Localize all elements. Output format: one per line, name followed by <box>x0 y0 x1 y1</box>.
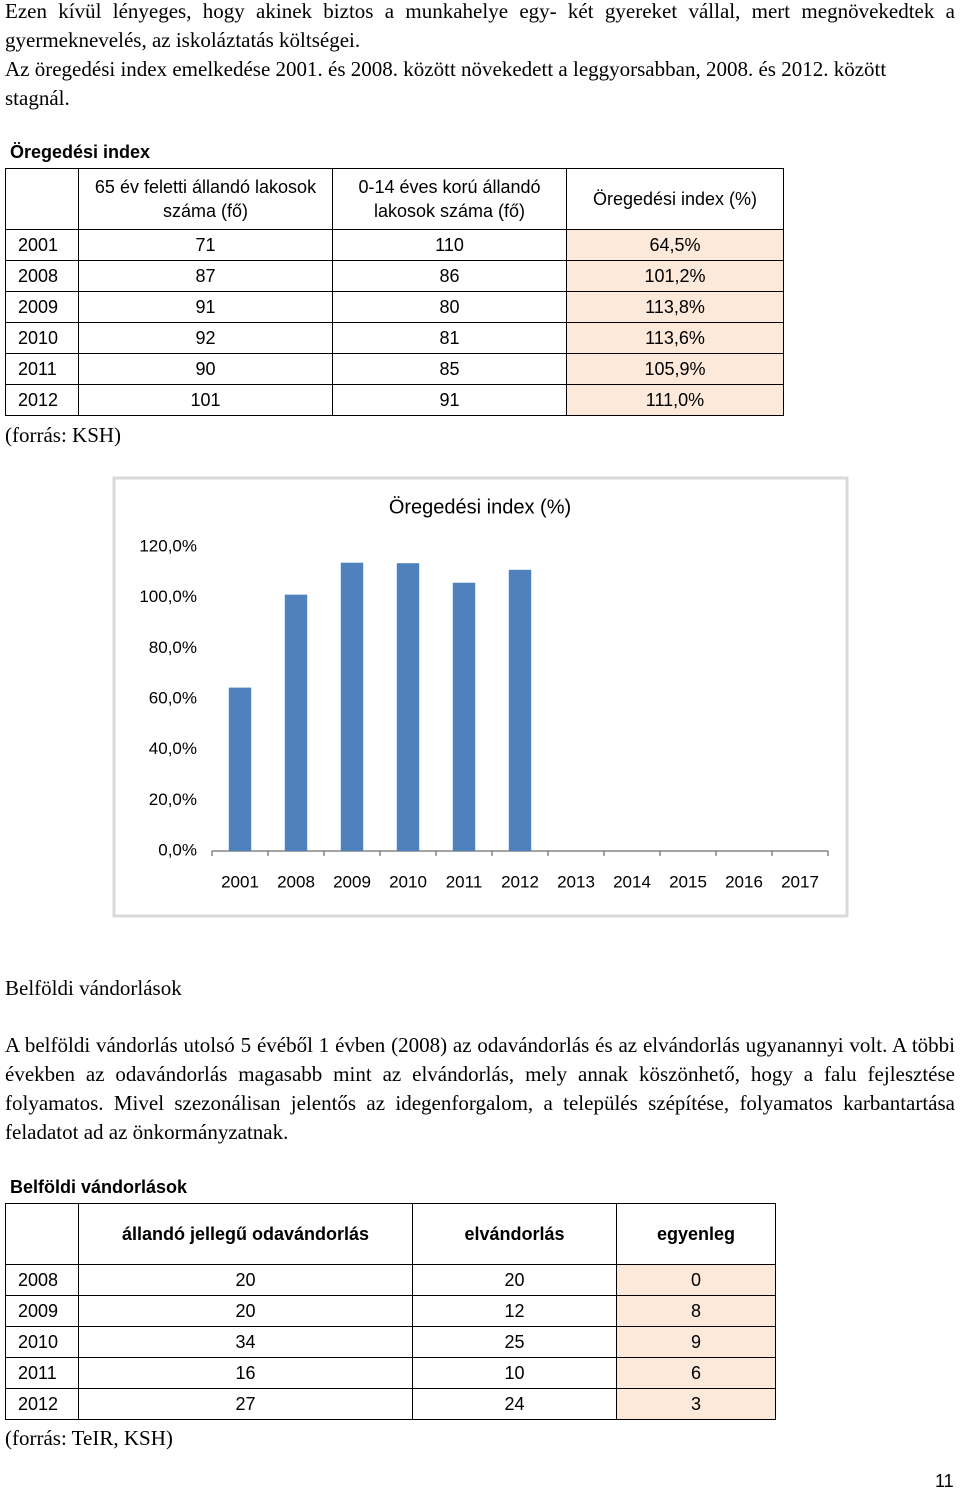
table-cell: 2008 <box>5 260 79 292</box>
y-tick-label: 40,0% <box>149 739 197 758</box>
page-number: 11 <box>935 1471 954 1491</box>
y-tick-label: 20,0% <box>149 790 197 809</box>
table-cell: 91 <box>78 291 333 323</box>
table-row: 2012 101 91 111,0% <box>5 384 784 416</box>
table-row: 2011 16 10 6 <box>5 1357 776 1389</box>
table-cell: 9 <box>616 1326 776 1358</box>
paragraph: Az öregedési index emelkedése 2001. és 2… <box>5 57 887 110</box>
x-tick-label: 2012 <box>501 872 539 891</box>
table-cell: elvándorlás <box>412 1203 617 1265</box>
source: (forrás: TeIR, KSH) <box>5 1426 173 1450</box>
x-tick-label: 2009 <box>333 872 371 891</box>
y-tick-label: 80,0% <box>149 638 197 657</box>
table-cell: 12 <box>412 1295 617 1327</box>
bar <box>340 562 364 851</box>
table-cell: 0-14 éves korú állandó lakosok száma (fő… <box>332 168 567 230</box>
table-row: 2012 27 24 3 <box>5 1388 776 1420</box>
x-tick-label: 2017 <box>781 872 819 891</box>
table-cell: állandó jellegű odavándorlás <box>78 1203 413 1265</box>
table-title: Belföldi vándorlások <box>10 1177 188 1197</box>
table-cell: 3 <box>616 1388 776 1420</box>
header-row: állandó jellegű odavándorlás elvándorlás e… <box>5 1203 776 1265</box>
table-cell: 2009 <box>5 291 79 323</box>
table-cell <box>5 1203 79 1265</box>
table-cell: 16 <box>78 1357 413 1389</box>
x-tick-label: 2013 <box>557 872 595 891</box>
table-cell: 34 <box>78 1326 413 1358</box>
table-cell: 2012 <box>5 384 79 416</box>
bar <box>284 594 308 851</box>
table-cell: 8 <box>616 1295 776 1327</box>
table-cell: 2011 <box>5 353 79 385</box>
y-tick-label: 60,0% <box>149 688 197 707</box>
table-cell: 6 <box>616 1357 776 1389</box>
table-cell: 10 <box>412 1357 617 1389</box>
table-cell: 2011 <box>5 1357 79 1389</box>
paragraph: Ezen kívül lényeges, hogy akinek biztos … <box>5 0 955 52</box>
table-cell: 27 <box>78 1388 413 1420</box>
table-cell: 111,0% <box>566 384 784 416</box>
table-cell: 2012 <box>5 1388 79 1420</box>
table-cell: 24 <box>412 1388 617 1420</box>
x-tick-label: 2010 <box>389 872 427 891</box>
bar <box>452 582 476 851</box>
table-cell: 113,8% <box>566 291 784 323</box>
table-row: 2010 34 25 9 <box>5 1326 776 1358</box>
table-cell: 87 <box>78 260 333 292</box>
table: 65 év feletti állandó lakosok száma (fő)… <box>5 168 784 416</box>
table-cell: 64,5% <box>566 229 784 261</box>
table-cell: 105,9% <box>566 353 784 385</box>
bar <box>228 687 252 851</box>
table-row: 2008 20 20 0 <box>5 1264 776 1296</box>
table-cell: 20 <box>78 1295 413 1327</box>
bar <box>508 569 532 851</box>
table-cell: 2008 <box>5 1264 79 1296</box>
y-tick-label: 100,0% <box>139 587 197 606</box>
table: állandó jellegű odavándorlás elvándorlás e… <box>5 1203 776 1420</box>
x-tick-label: 2016 <box>725 872 763 891</box>
table-cell: 20 <box>412 1264 617 1296</box>
table-title: Öregedési index <box>10 142 151 162</box>
y-tick-label: 0,0% <box>158 840 197 859</box>
table-cell: 2009 <box>5 1295 79 1327</box>
table-row: 2008 87 86 101,2% <box>5 260 784 292</box>
y-tick-label: 120,0% <box>139 536 197 555</box>
table-cell: 80 <box>332 291 567 323</box>
table-cell: 25 <box>412 1326 617 1358</box>
chart-title: Öregedési index (%) <box>389 496 571 518</box>
table-cell: 101 <box>78 384 333 416</box>
x-tick-label: 2001 <box>221 872 259 891</box>
paragraph: A belföldi vándorlás utolsó 5 évéből 1 é… <box>5 1033 955 1144</box>
table-cell: egyenleg <box>616 1203 776 1265</box>
table-cell: 0 <box>616 1264 776 1296</box>
source: (forrás: KSH) <box>5 423 122 447</box>
bar <box>396 563 420 851</box>
table-cell: 101,2% <box>566 260 784 292</box>
table-cell: 91 <box>332 384 567 416</box>
table-cell: 20 <box>78 1264 413 1296</box>
table-row: 2011 90 85 105,9% <box>5 353 784 385</box>
table-row: 2009 20 12 8 <box>5 1295 776 1327</box>
x-tick-label: 2014 <box>613 872 651 891</box>
section-heading: Belföldi vándorlások <box>5 976 182 1000</box>
x-tick-label: 2011 <box>446 872 483 891</box>
table-cell: Öregedési index (%) <box>566 168 784 230</box>
x-tick-label: 2015 <box>669 872 707 891</box>
table-row: 2009 91 80 113,8% <box>5 291 784 323</box>
header-row: 65 év feletti állandó lakosok száma (fő)… <box>5 168 784 230</box>
table-cell: 2010 <box>5 1326 79 1358</box>
table-cell: 85 <box>332 353 567 385</box>
x-tick-label: 2008 <box>277 872 315 891</box>
